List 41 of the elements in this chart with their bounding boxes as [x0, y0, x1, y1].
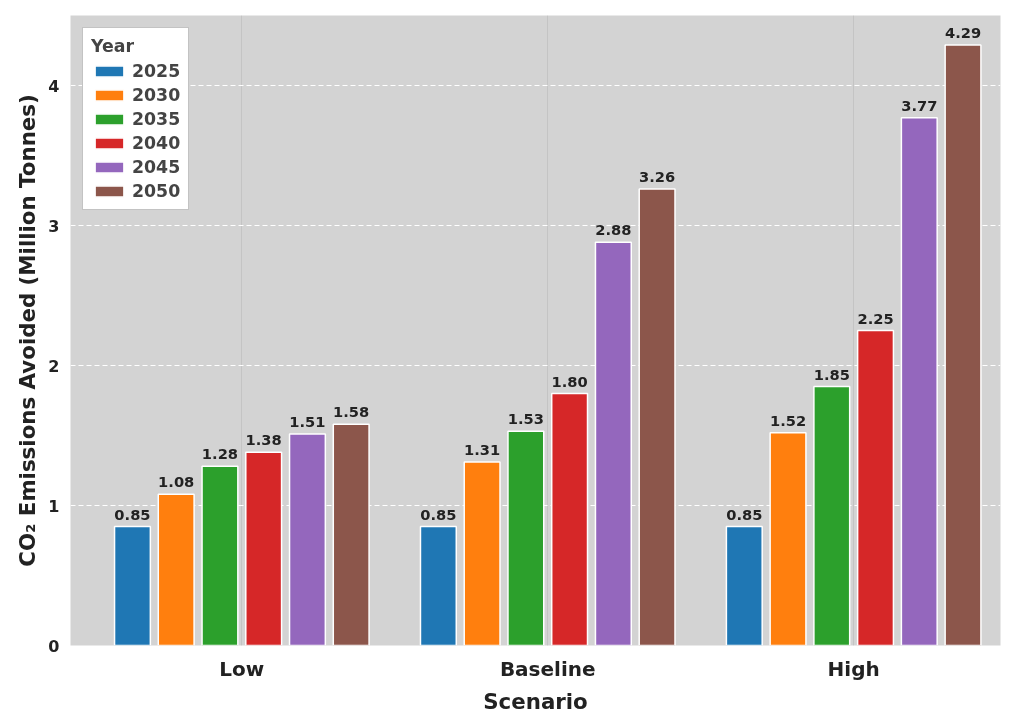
y-tick-label: 2 — [48, 356, 60, 376]
data-label: 4.29 — [944, 23, 982, 41]
data-label: 1.58 — [333, 403, 370, 421]
data-label: 2.88 — [595, 221, 632, 239]
y-tick-label: 0 — [48, 636, 60, 656]
x-tick-label: Baseline — [499, 656, 596, 681]
data-label: 1.80 — [551, 372, 588, 390]
y-tick-label: 1 — [48, 496, 60, 516]
bar — [113, 525, 152, 646]
y-tick-label: 3 — [48, 216, 60, 236]
legend-label: 2035 — [132, 109, 181, 129]
data-label: 1.51 — [289, 413, 326, 431]
data-label: 1.38 — [245, 431, 282, 449]
x-tick-label: Low — [219, 656, 265, 681]
bar — [638, 188, 676, 646]
legend-label: 2040 — [132, 133, 181, 153]
bar — [550, 392, 589, 646]
data-label: 1.31 — [464, 441, 501, 459]
x-tick-label: High — [827, 656, 880, 681]
y-tick-label: 4 — [48, 76, 60, 96]
legend-label: 2025 — [132, 61, 181, 81]
legend-title: Year — [91, 36, 135, 56]
data-label: 1.52 — [769, 411, 807, 429]
data-label: 2.25 — [857, 309, 894, 327]
data-label: 0.85 — [726, 505, 763, 523]
bar — [463, 461, 501, 646]
data-label: 1.28 — [201, 445, 239, 463]
data-label: 3.77 — [901, 96, 938, 114]
data-label: 0.85 — [420, 505, 457, 523]
data-label: 3.26 — [639, 168, 676, 186]
legend-label: 2045 — [132, 157, 181, 177]
x-axis-title: Scenario — [483, 688, 588, 714]
data-label: 1.53 — [507, 410, 544, 428]
data-label: 1.85 — [813, 365, 850, 383]
data-label: 0.85 — [114, 505, 151, 523]
data-label: 1.08 — [158, 473, 195, 491]
y-axis-title: CO₂ Emissions Avoided (Million Tonnes) — [15, 94, 41, 567]
bar — [419, 525, 458, 646]
legend-label: 2030 — [132, 85, 181, 105]
bar — [725, 525, 763, 646]
legend-label: 2050 — [132, 181, 181, 201]
